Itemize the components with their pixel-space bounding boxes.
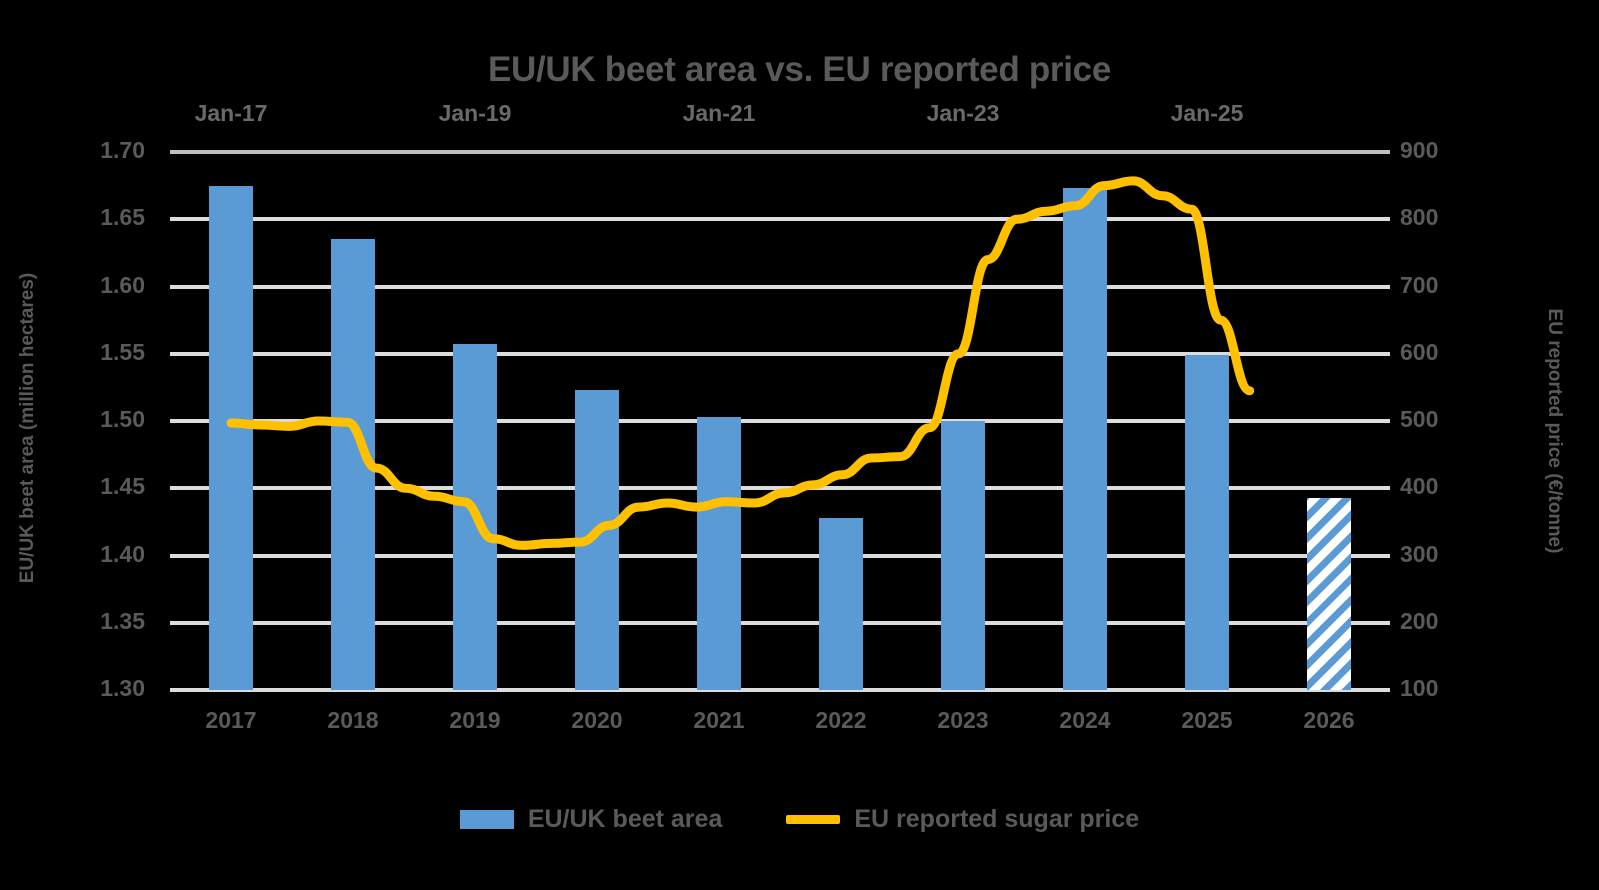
left-axis-tick: 1.50 [100, 406, 145, 432]
gridline [170, 150, 1390, 154]
bar-2023 [941, 421, 985, 690]
left-axis-tick: 1.30 [100, 675, 145, 701]
gridline [170, 620, 1390, 625]
bar-2017 [209, 185, 253, 690]
gridline [170, 486, 1390, 491]
right-axis-tick: 600 [1400, 338, 1439, 365]
x-axis-tick: 2022 [815, 707, 867, 733]
bar-2021 [697, 416, 741, 690]
legend-item[interactable]: EU reported sugar price [786, 805, 1139, 834]
left-axis-tick: 1.60 [100, 271, 145, 298]
right-axis-tick: 800 [1400, 204, 1439, 231]
left-axis-tick: 1.35 [100, 607, 145, 634]
legend-line-swatch-icon [786, 815, 841, 824]
x-axis-tick: 2025 [1181, 707, 1233, 733]
legend-label: EU/UK beet area [527, 805, 723, 833]
x-axis-tick: 2021 [693, 707, 745, 733]
gridline [170, 284, 1390, 289]
left-axis-tick: 1.40 [100, 540, 145, 567]
x-axis-tick: 2023 [937, 707, 989, 733]
right-axis-tick: 400 [1400, 473, 1439, 500]
top-axis-tick: Jan-25 [1170, 100, 1244, 126]
right-axis-tick: 700 [1400, 271, 1439, 298]
bar-2026 [1307, 497, 1351, 690]
x-axis-tick: 2017 [205, 707, 257, 733]
chart-title: EU/UK beet area vs. EU reported price [487, 50, 1112, 89]
right-axis-tick: 100 [1400, 675, 1439, 701]
legend-bar-swatch-icon [459, 810, 514, 829]
price-line-path [226, 176, 1255, 550]
legend-item[interactable]: EU/UK beet area [459, 805, 723, 834]
x-axis-tick: 2026 [1303, 707, 1355, 733]
left-axis-tick: 1.55 [100, 338, 145, 365]
bar-2024 [1063, 188, 1107, 690]
top-axis-tick: Jan-21 [682, 100, 756, 126]
left-axis-tick: 1.70 [100, 137, 145, 163]
right-axis-tick: 300 [1400, 540, 1439, 567]
right-axis-tick: 500 [1400, 406, 1439, 432]
legend: EU/UK beet area EU reported sugar price [0, 805, 1599, 834]
x-axis-tick: 2020 [571, 707, 623, 733]
x-axis-tick: 2019 [449, 707, 501, 733]
bar-2022 [819, 517, 863, 690]
gridline [170, 351, 1390, 356]
gridline [170, 553, 1390, 558]
right-axis-tick: 900 [1400, 137, 1439, 163]
right-axis-tick: 200 [1400, 607, 1439, 634]
right-axis-title: EU reported price (€/tonne) [1544, 308, 1565, 554]
gridline [170, 419, 1390, 423]
price-line-series [226, 176, 1255, 550]
top-axis-tick: Jan-19 [438, 100, 512, 126]
left-axis-tick: 1.45 [100, 473, 145, 500]
bar-2025 [1185, 355, 1229, 690]
left-axis-tick: 1.65 [100, 204, 145, 231]
top-axis-tick: Jan-23 [926, 100, 1000, 126]
x-axis-tick: 2024 [1059, 707, 1111, 733]
x-axis-tick: 2018 [327, 707, 379, 733]
gridline [170, 217, 1390, 222]
top-axis-tick: Jan-17 [194, 100, 268, 126]
gridline [170, 688, 1390, 692]
plot-area [170, 150, 1390, 692]
legend-label: EU reported sugar price [854, 805, 1140, 833]
